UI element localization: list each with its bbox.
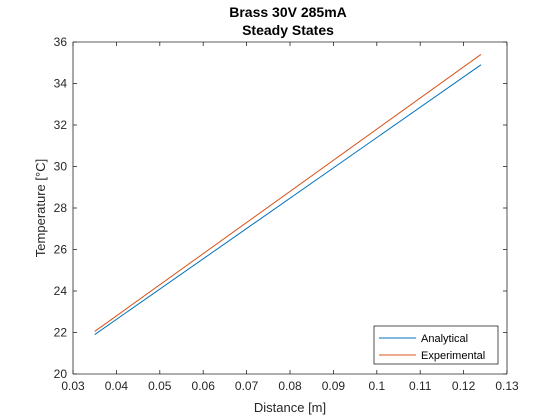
chart-subtitle: Steady States	[242, 22, 334, 38]
y-tick-label: 26	[54, 243, 68, 257]
legend-label-analytical: Analytical	[421, 333, 468, 345]
y-tick-label: 36	[54, 35, 68, 49]
y-tick-label: 34	[54, 77, 68, 91]
x-tick-label: 0.1	[368, 379, 385, 393]
x-tick-label: 0.11	[409, 379, 432, 393]
y-tick-label: 30	[54, 160, 68, 174]
series-line-analytical	[94, 64, 482, 335]
x-axis-label: Distance [m]	[254, 400, 326, 415]
y-axis-label: Temperature [°C]	[33, 159, 48, 257]
y-tick-label: 20	[54, 367, 68, 381]
x-tick-label: 0.05	[148, 379, 172, 393]
x-tick-label: 0.08	[278, 379, 302, 393]
series-line-experimental	[94, 54, 482, 332]
x-tick-label: 0.04	[105, 379, 129, 393]
y-tick-label: 32	[54, 118, 68, 132]
x-tick-label: 0.06	[192, 379, 216, 393]
y-tick-label: 22	[54, 326, 68, 340]
x-tick-label: 0.07	[235, 379, 259, 393]
y-tick-label: 28	[54, 201, 68, 215]
x-tick-label: 0.13	[495, 379, 519, 393]
series-layer	[94, 54, 482, 335]
x-tick-label: 0.09	[322, 379, 346, 393]
legend-label-experimental: Experimental	[421, 350, 485, 362]
legend: Analytical Experimental	[373, 325, 499, 365]
x-tick-label: 0.03	[61, 379, 85, 393]
x-tick-label: 0.12	[452, 379, 476, 393]
ticks-layer: 0.03 0.04 0.05 0.06 0.07 0.08 0.09 0.1 0.11 0.12 0…	[54, 35, 519, 393]
y-tick-label: 24	[54, 284, 68, 298]
legend-box	[373, 325, 499, 365]
chart-title: Brass 30V 285mA	[229, 4, 347, 20]
